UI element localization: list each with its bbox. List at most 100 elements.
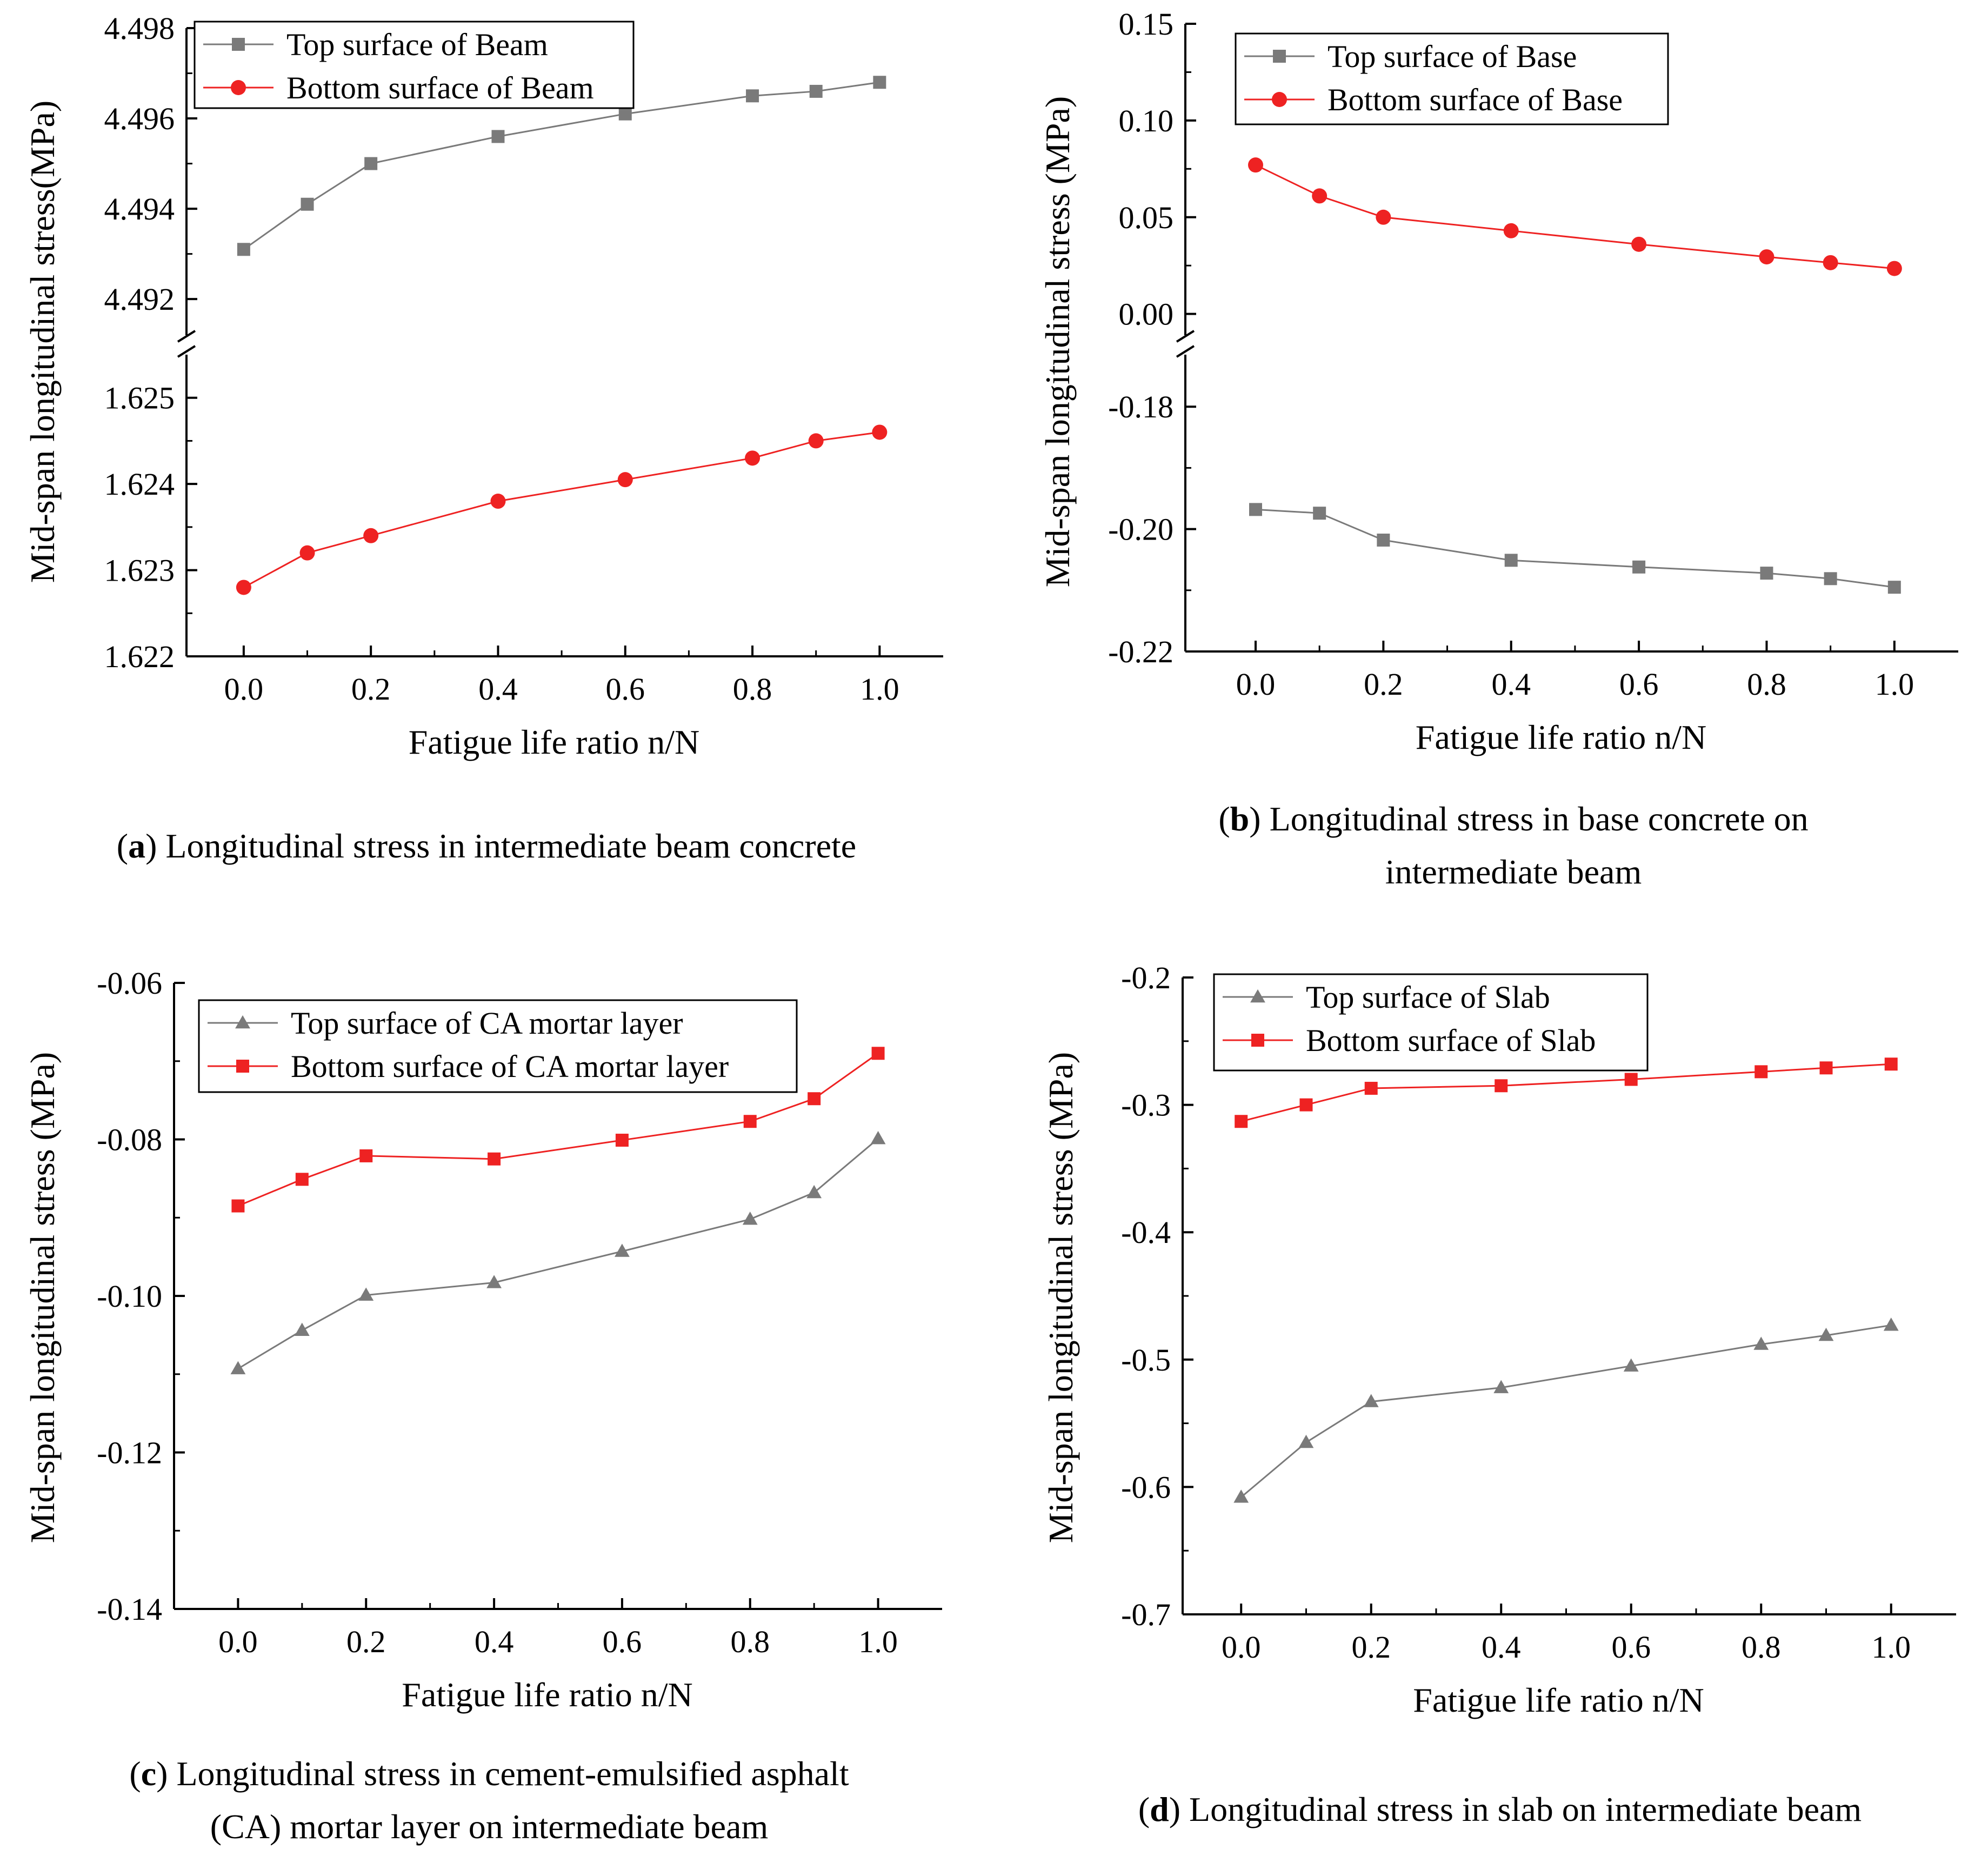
data-point bbox=[236, 580, 251, 595]
caption-c-text: Longitudinal stress in cement-emulsified… bbox=[168, 1754, 849, 1793]
chart-panel-a: 0.0 0.2 0.4 0.6 0.8 1.0 4.492 4.494 4.496 4.498 1.… bbox=[23, 11, 943, 761]
legend: Top surface of Base Bottom surface of Bas… bbox=[1235, 32, 1669, 125]
data-point bbox=[1754, 1065, 1768, 1079]
series-line-0 bbox=[1240, 1324, 1891, 1498]
data-point bbox=[358, 1287, 374, 1301]
data-point bbox=[1233, 1489, 1249, 1503]
data-point bbox=[618, 107, 632, 121]
data-point bbox=[1313, 507, 1326, 520]
legend: Top surface of CA mortar layer Bottom sur… bbox=[198, 999, 798, 1093]
x-tick-label: 0.4 bbox=[475, 1624, 514, 1659]
y-tick-label: 4.494 bbox=[104, 191, 175, 227]
caption-b-label: b bbox=[1230, 800, 1250, 838]
data-point bbox=[488, 1152, 501, 1166]
x-tick-label: 0.4 bbox=[1491, 667, 1531, 702]
caption-c-label: c bbox=[141, 1754, 157, 1793]
data-point bbox=[1312, 188, 1327, 204]
x-tick-label: 0.6 bbox=[603, 1624, 642, 1659]
series-line-1 bbox=[1255, 164, 1894, 270]
legend-label: Top surface of Slab bbox=[1306, 980, 1550, 1015]
y-tick-label: -0.22 bbox=[1108, 634, 1173, 669]
y-axis-label: Mid-span longitudinal stress (MPa) bbox=[23, 1052, 62, 1543]
axis-break-mark bbox=[177, 345, 196, 358]
y-tick-label: -0.7 bbox=[1121, 1597, 1171, 1632]
x-tick-label: 0.0 bbox=[1222, 1629, 1261, 1665]
chart-panel-c: 0.0 0.2 0.4 0.6 0.8 1.0 -0.06 -0.08 -0.10 -0.12 -0… bbox=[23, 966, 942, 1714]
data-point bbox=[873, 76, 886, 89]
x-tick-label: 0.8 bbox=[731, 1624, 770, 1659]
data-point bbox=[1884, 1057, 1898, 1071]
data-point bbox=[808, 433, 824, 449]
series-line-1 bbox=[243, 431, 880, 588]
data-point bbox=[743, 1115, 757, 1128]
y-tick-label: -0.3 bbox=[1121, 1088, 1171, 1123]
legend-box bbox=[1235, 32, 1669, 125]
x-tick-label: 0.2 bbox=[1351, 1629, 1391, 1665]
axis-break-mark bbox=[1176, 330, 1195, 343]
data-point bbox=[1818, 1327, 1834, 1341]
series-line-0 bbox=[237, 1138, 879, 1369]
data-point bbox=[1363, 1394, 1379, 1407]
data-point bbox=[1377, 533, 1390, 547]
legend-marker bbox=[1272, 92, 1287, 107]
data-point bbox=[1623, 1358, 1639, 1372]
y-tick-label: -0.12 bbox=[97, 1435, 162, 1471]
data-point bbox=[1298, 1434, 1314, 1448]
x-tick-label: 0.0 bbox=[224, 671, 264, 707]
caption-a-text: Longitudinal stress in intermediate beam… bbox=[157, 827, 857, 865]
data-point bbox=[615, 1133, 629, 1147]
caption-c-line2: (CA) mortar layer on intermediate beam bbox=[210, 1807, 769, 1846]
y-tick-label: -0.14 bbox=[97, 1592, 162, 1627]
data-point bbox=[1495, 1079, 1508, 1093]
data-point bbox=[1364, 1081, 1378, 1095]
y-tick-label: -0.06 bbox=[97, 966, 162, 1001]
y-tick-label: 0.00 bbox=[1119, 297, 1174, 332]
y-tick-label: -0.2 bbox=[1121, 960, 1171, 995]
caption-a: (a) Longitudinal stress in intermediate … bbox=[116, 827, 857, 865]
y-axis-label: Mid-span longitudinal stress (MPa) bbox=[1038, 96, 1077, 587]
legend-marker bbox=[235, 1015, 250, 1029]
data-point bbox=[872, 424, 888, 440]
legend-box bbox=[194, 21, 635, 109]
legend-box bbox=[198, 999, 798, 1093]
data-point bbox=[745, 450, 760, 466]
caption-b: (b) Longitudinal stress in base concrete… bbox=[1218, 800, 1809, 891]
data-point bbox=[1299, 1098, 1313, 1112]
legend: Top surface of Beam Bottom surface of Bea… bbox=[194, 21, 635, 109]
data-point bbox=[359, 1149, 373, 1162]
x-tick-label: 0.8 bbox=[1747, 667, 1786, 702]
y-tick-label: -0.08 bbox=[97, 1122, 162, 1158]
caption-c: (c) Longitudinal stress in cement-emulsi… bbox=[129, 1754, 849, 1846]
data-point bbox=[617, 472, 633, 488]
x-tick-label: 0.2 bbox=[351, 671, 391, 707]
data-point bbox=[364, 157, 378, 170]
legend-label: Top surface of Base bbox=[1327, 39, 1577, 74]
data-point bbox=[486, 1275, 502, 1288]
caption-a-label: a bbox=[128, 827, 146, 865]
x-tick-label: 0.6 bbox=[1611, 1629, 1651, 1665]
data-point bbox=[1886, 261, 1902, 276]
y-tick-label: 4.492 bbox=[104, 282, 175, 317]
data-point bbox=[299, 545, 315, 561]
chart-panel-b: 0.0 0.2 0.4 0.6 0.8 1.0 0.00 0.05 0.10 0.15 -0.22 -… bbox=[1038, 6, 1958, 756]
y-tick-label: -0.10 bbox=[97, 1279, 162, 1314]
y-axis-label: Mid-span longitudinal stress(MPa) bbox=[23, 101, 62, 583]
data-point bbox=[870, 1130, 886, 1145]
data-point bbox=[1887, 581, 1901, 594]
legend: Top surface of Slab Bottom surface of Sla… bbox=[1213, 973, 1649, 1072]
legend-label: Bottom surface of Beam bbox=[286, 70, 594, 105]
y-tick-label: -0.5 bbox=[1121, 1342, 1171, 1378]
y-axis-label: Mid-span longitudinal stress (MPa) bbox=[1042, 1052, 1080, 1543]
x-tick-label: 0.6 bbox=[606, 671, 645, 707]
y-tick-label: 4.496 bbox=[104, 101, 175, 136]
axis-break-mark bbox=[1176, 345, 1195, 358]
caption-d: (d) Longitudinal stress in slab on inter… bbox=[1138, 1790, 1862, 1828]
x-axis-label: Fatigue life ratio n/N bbox=[1416, 718, 1707, 756]
data-point bbox=[1235, 1115, 1248, 1128]
data-point bbox=[230, 1361, 246, 1374]
data-point bbox=[1632, 560, 1646, 574]
series-line-0 bbox=[243, 81, 880, 250]
data-point bbox=[301, 197, 314, 211]
y-tick-label: 1.622 bbox=[104, 639, 175, 674]
x-tick-label: 0.0 bbox=[1236, 667, 1276, 702]
